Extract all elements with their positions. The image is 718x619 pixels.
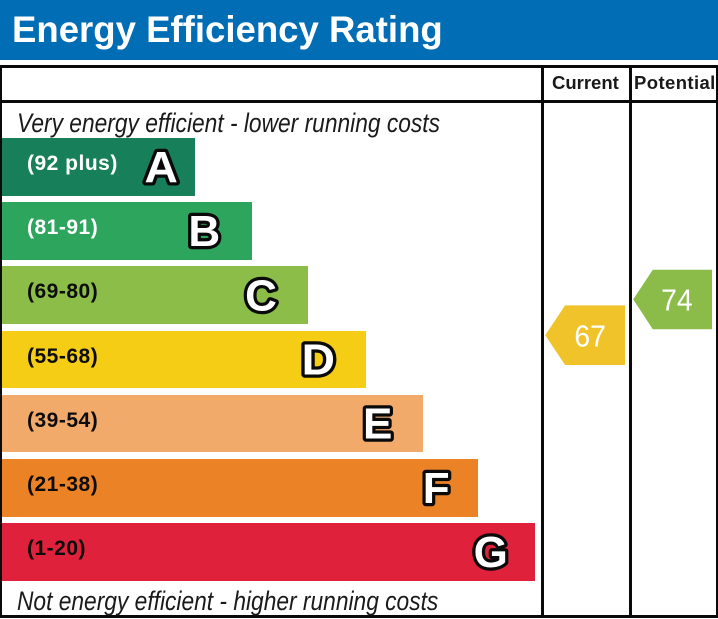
svg-text:G: G	[474, 528, 508, 577]
svg-text:67: 67	[574, 320, 606, 354]
svg-text:F: F	[423, 464, 450, 513]
svg-text:E: E	[363, 400, 392, 449]
svg-text:B: B	[188, 207, 220, 256]
svg-text:74: 74	[661, 284, 693, 318]
svg-text:D: D	[302, 335, 335, 385]
svg-text:A: A	[145, 142, 178, 192]
svg-text:C: C	[245, 271, 277, 320]
